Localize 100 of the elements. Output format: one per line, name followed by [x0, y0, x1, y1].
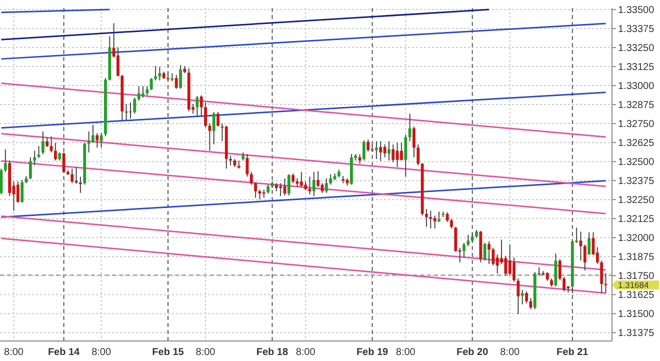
candlestick [516, 278, 520, 315]
candlestick [488, 240, 490, 264]
candlestick [142, 86, 144, 98]
candlestick [392, 144, 395, 163]
candlestick [124, 103, 128, 121]
y-tick-label: 1.32750 [618, 119, 655, 130]
candlestick [383, 144, 386, 158]
candlestick [600, 260, 604, 294]
candlestick [433, 215, 436, 229]
candlestick [379, 140, 382, 162]
y-tick-label: 1.32000 [618, 233, 655, 244]
candlestick [374, 140, 378, 160]
y-tick-label: 1.31875 [618, 252, 655, 264]
y-tick-label: 1.31375 [618, 328, 655, 340]
candlestick [46, 136, 49, 148]
candlestick [279, 182, 282, 197]
x-tick-label: Feb 15 [152, 347, 184, 358]
candlestick [450, 218, 453, 229]
candlestick [529, 297, 532, 310]
candlestick [400, 142, 403, 162]
candlestick [462, 242, 466, 258]
candlestick [200, 94, 203, 116]
candlestick [208, 122, 212, 152]
candlestick [212, 112, 216, 145]
x-tick-label: 8:00 [196, 347, 216, 358]
y-tick-label: 1.31625 [618, 290, 655, 302]
candlestick [412, 126, 416, 158]
candlestick [416, 144, 420, 166]
x-tick-label: Feb 18 [256, 347, 289, 358]
y-tick-label: 1.33125 [618, 62, 655, 74]
candlestick [492, 247, 495, 266]
y-tick-label: 1.33250 [618, 43, 655, 54]
y-tick-label: 1.31500 [618, 309, 655, 320]
candlestick [466, 234, 470, 247]
candlestick [508, 244, 512, 276]
candlestick [583, 244, 586, 271]
candlestick [146, 86, 149, 96]
candlestick [204, 102, 207, 128]
y-tick-label: 1.32125 [618, 214, 655, 226]
y-tick-label: 1.32875 [618, 100, 655, 112]
candlestick [446, 212, 449, 222]
candlestick [312, 171, 316, 197]
candlestick [54, 142, 57, 162]
candlestick [154, 66, 157, 81]
candlestick [250, 171, 253, 186]
candlestick [562, 276, 566, 292]
candlestick [137, 86, 140, 102]
candlestick [229, 155, 232, 166]
candlestick [429, 210, 432, 229]
candlestick [116, 46, 120, 77]
y-tick-label: 1.33000 [618, 81, 655, 92]
x-tick-label: 8:00 [92, 347, 112, 358]
candlestick [129, 102, 132, 120]
candlestick [496, 254, 499, 274]
candlestick [87, 130, 90, 153]
text: 1.31684 [618, 280, 649, 290]
candlestick [50, 136, 53, 153]
candlestick [4, 148, 7, 172]
candlestick [292, 172, 295, 184]
x-tick-label: 8:00 [296, 347, 316, 358]
candlestick [588, 232, 591, 256]
y-tick-label: 1.32500 [618, 157, 655, 168]
candlestick [396, 142, 399, 168]
candlestick [438, 211, 440, 222]
x-tick-label: 8:00 [396, 347, 416, 358]
candlestick [366, 139, 370, 152]
candlestick [362, 140, 366, 162]
candlestick [133, 97, 136, 114]
candlestick [404, 134, 408, 178]
candlestick [41, 130, 44, 155]
candlestick [33, 150, 36, 166]
candlestick [512, 257, 516, 282]
candlestick [179, 64, 182, 90]
y-tick-label: 1.33500 [618, 5, 655, 16]
candlestick [74, 166, 78, 184]
candlestick [70, 168, 74, 184]
candlestick [454, 226, 458, 252]
candlestick [166, 71, 170, 81]
candlestick [316, 170, 320, 188]
candlestick [254, 182, 258, 198]
candlestick [504, 255, 508, 276]
candlestick [216, 112, 220, 128]
candlestick [16, 180, 20, 204]
x-tick-label: Feb 19 [356, 347, 389, 358]
candlestick [483, 242, 486, 262]
y-tick-label: 1.31750 [618, 271, 655, 282]
candlestick [520, 289, 524, 305]
y-tick-label: 1.32375 [618, 176, 655, 188]
candlestick [100, 132, 103, 148]
candlestick [300, 171, 303, 188]
candlestick [287, 174, 290, 196]
x-tick-label: Feb 20 [456, 347, 489, 358]
candlestick [558, 258, 562, 281]
candlestick [150, 78, 153, 91]
x-tick-label: Feb 14 [48, 347, 80, 358]
candlestick [258, 189, 262, 200]
candlestick [388, 140, 390, 162]
x-tick-label: 8:00 [4, 347, 24, 358]
candlestick [174, 74, 178, 90]
candlestick [425, 208, 428, 228]
